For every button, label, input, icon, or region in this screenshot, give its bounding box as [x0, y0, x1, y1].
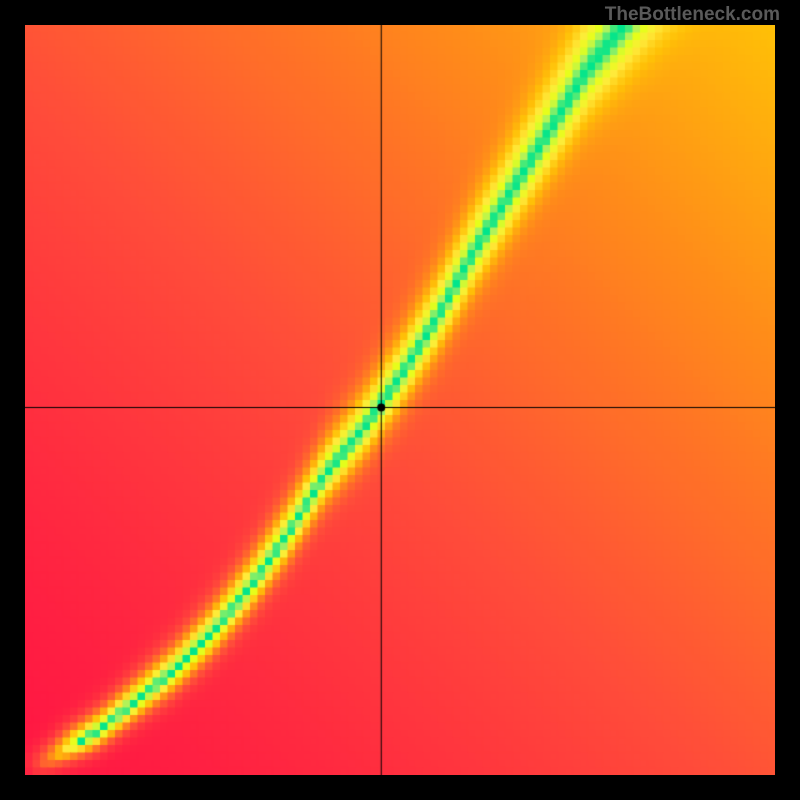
heatmap-canvas	[25, 25, 775, 775]
watermark-text: TheBottleneck.com	[605, 4, 780, 26]
bottleneck-heatmap	[25, 25, 775, 775]
